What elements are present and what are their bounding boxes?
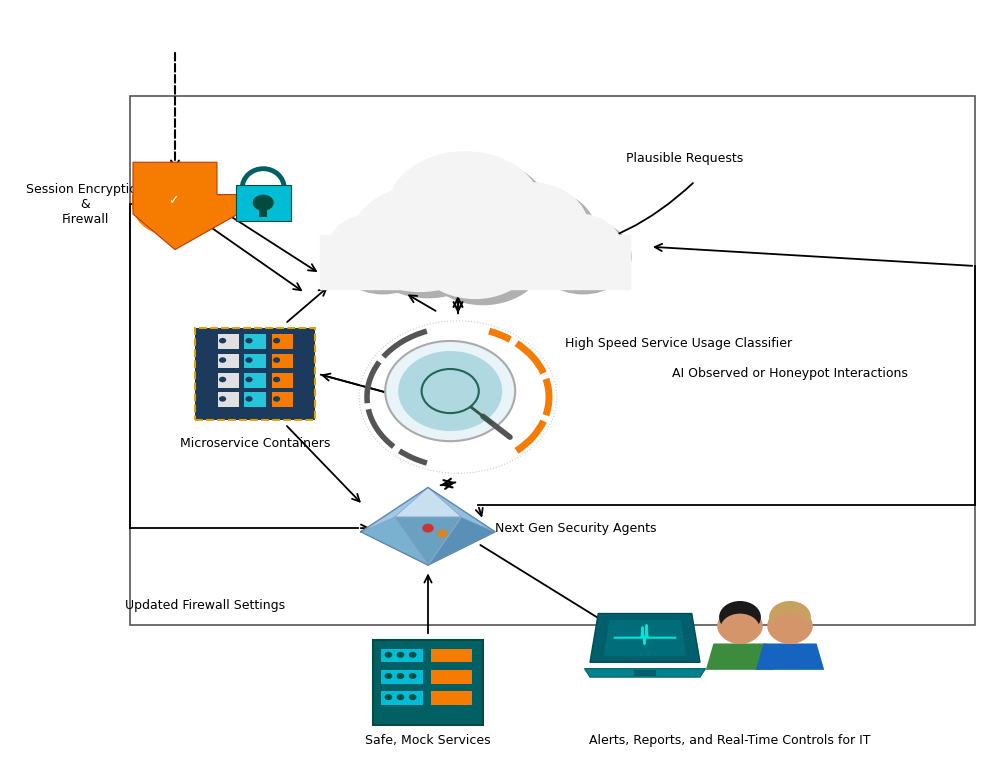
Circle shape [273, 377, 280, 382]
Bar [272, 354, 293, 369]
Text: ✓: ✓ [168, 194, 178, 207]
Circle shape [770, 614, 810, 644]
Circle shape [421, 209, 545, 305]
Bar [634, 670, 656, 676]
Circle shape [219, 377, 226, 382]
Text: Microservice Containers: Microservice Containers [180, 437, 330, 449]
Circle shape [385, 673, 392, 679]
Circle shape [327, 214, 423, 288]
Bar [272, 373, 293, 388]
Circle shape [413, 203, 537, 298]
Bar [244, 373, 266, 388]
Bar [218, 373, 239, 388]
Circle shape [245, 357, 253, 363]
Bar [431, 692, 472, 705]
Circle shape [409, 673, 416, 679]
Polygon shape [706, 644, 774, 670]
Circle shape [480, 189, 596, 278]
Bar [431, 670, 472, 684]
Bar [218, 354, 239, 369]
Text: Alerts, Reports, and Real-Time Controls for IT: Alerts, Reports, and Real-Time Controls … [589, 734, 871, 746]
Bar [130, 96, 975, 625]
Circle shape [397, 651, 404, 658]
Polygon shape [604, 620, 686, 656]
Circle shape [409, 694, 416, 700]
Bar [244, 392, 266, 407]
Circle shape [437, 529, 448, 538]
Bar [218, 392, 239, 407]
Polygon shape [428, 517, 495, 565]
Circle shape [720, 614, 760, 644]
Circle shape [273, 396, 280, 402]
Circle shape [769, 601, 811, 633]
Polygon shape [584, 668, 706, 677]
Circle shape [422, 524, 434, 533]
Bar [431, 649, 472, 662]
Circle shape [767, 608, 813, 644]
Circle shape [360, 193, 496, 298]
Bar [218, 334, 239, 349]
Polygon shape [394, 487, 462, 517]
Circle shape [352, 187, 488, 291]
Circle shape [245, 396, 253, 402]
Polygon shape [590, 614, 700, 662]
Circle shape [527, 214, 623, 288]
Text: High Speed Service Usage Classifier: High Speed Service Usage Classifier [565, 337, 792, 349]
Text: Updated Firewall Settings: Updated Firewall Settings [125, 599, 285, 611]
Text: Session Encryption
&
Firewall: Session Encryption & Firewall [26, 183, 144, 226]
Bar [381, 692, 422, 705]
Circle shape [335, 220, 431, 294]
Circle shape [219, 396, 226, 402]
Circle shape [717, 608, 763, 644]
Bar [195, 328, 315, 420]
Bar [236, 185, 290, 221]
Polygon shape [361, 487, 428, 532]
Bar [259, 206, 267, 217]
Circle shape [719, 601, 761, 633]
Circle shape [395, 158, 551, 278]
Text: Safe, Mock Services: Safe, Mock Services [365, 734, 491, 746]
Bar [320, 235, 630, 289]
Circle shape [385, 694, 392, 700]
Circle shape [385, 341, 515, 441]
Polygon shape [428, 487, 495, 532]
Text: AI Observed or Honeypot Interactions: AI Observed or Honeypot Interactions [672, 368, 908, 380]
Circle shape [409, 651, 416, 658]
Text: Plausible Requests: Plausible Requests [626, 152, 744, 164]
Bar [244, 334, 266, 349]
Circle shape [273, 357, 280, 363]
Polygon shape [361, 517, 428, 565]
Circle shape [273, 338, 280, 343]
Bar [381, 670, 422, 684]
Circle shape [219, 338, 226, 343]
Circle shape [398, 351, 502, 431]
Circle shape [472, 183, 588, 272]
Bar [244, 354, 266, 369]
Polygon shape [133, 162, 238, 250]
Bar [381, 649, 422, 662]
Bar [373, 640, 483, 725]
Polygon shape [756, 644, 824, 670]
Polygon shape [394, 517, 462, 565]
Circle shape [535, 220, 631, 294]
Circle shape [385, 651, 392, 658]
Circle shape [245, 338, 253, 343]
Bar [272, 392, 293, 407]
Circle shape [219, 357, 226, 363]
Circle shape [245, 377, 253, 382]
Bar [272, 334, 293, 349]
Circle shape [387, 152, 543, 272]
Circle shape [397, 673, 404, 679]
Circle shape [397, 694, 404, 700]
Text: Next Gen Security Agents: Next Gen Security Agents [495, 522, 656, 534]
Circle shape [253, 194, 274, 210]
